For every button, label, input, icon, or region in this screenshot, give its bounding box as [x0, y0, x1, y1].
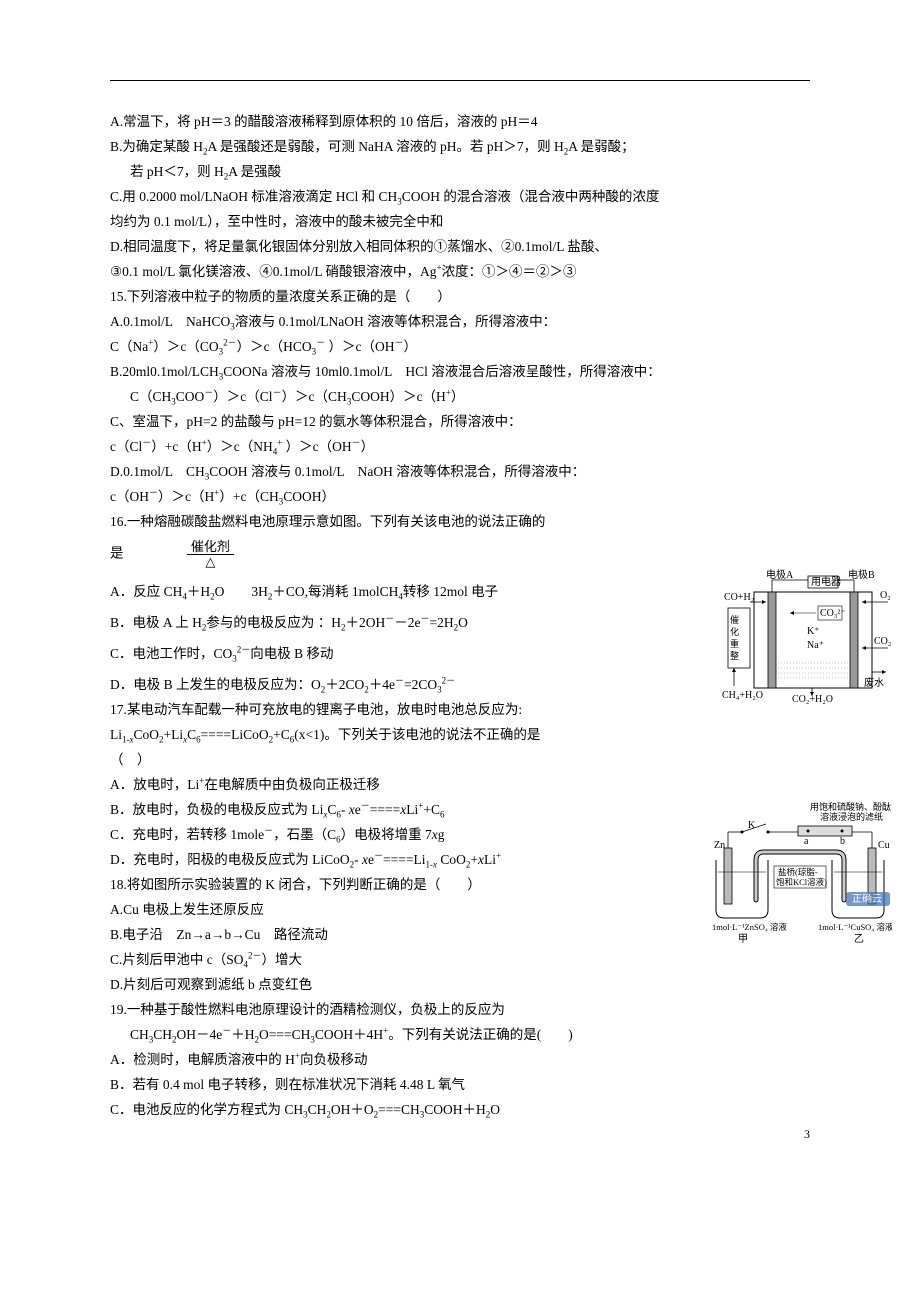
text-line: C（CH3COO－）＞c（Cl－）＞c（CH3COOH）＞c（H+）	[110, 384, 810, 409]
label-bottom: CO₂+H₂O	[792, 694, 833, 705]
electrolysis-diagram: 用饱和硫酸钠、酚酞 溶液浸泡的滤纸 K a b Zn Cu 盐桥(琼脂- 饱和K…	[712, 800, 892, 950]
q15: 15.下列溶液中粒子的物质的量浓度关系正确的是（ ）	[110, 284, 810, 309]
watermark-logo: 正确云	[846, 892, 890, 906]
text-line: B．电极 A 上 H2参与的电极反应为 ：H2＋2OH－－2e－=2H2O	[110, 610, 810, 635]
label-electrode-b: 电极B	[848, 568, 875, 581]
text-line: B．若有 0.4 mol 电子转移，则在标准状况下消耗 4.48 L 氧气	[110, 1072, 810, 1097]
q17: 17.某电动汽车配载一种可充放电的锂离子电池，放电时电池总反应为:	[110, 697, 810, 722]
catalyst-bot: △	[187, 555, 234, 569]
text-line: Li1-xCoO2+LixC6====LiCoO2+C6(x<1)。下列关于该电…	[110, 722, 810, 747]
text-line: 是 催化剂 △	[110, 540, 810, 569]
text-line: ③0.1 mol/L 氯化镁溶液、④0.1mol/L 硝酸银溶液中，Ag+浓度：…	[110, 259, 810, 284]
label-zn: Zn	[714, 840, 725, 851]
label-co2: CO₂	[874, 636, 891, 647]
text-line: C.用 0.2000 mol/LNaOH 标准溶液滴定 HCl 和 CH3COO…	[110, 184, 810, 209]
label-na: Na⁺	[807, 640, 824, 651]
text-line: C.片刻后甲池中 c（SO42－）增大	[110, 947, 810, 972]
text-line: B.为确定某酸 H2A 是强酸还是弱酸，可测 NaHA 溶液的 pH。若 pH＞…	[110, 134, 810, 159]
shi: 是	[110, 546, 124, 561]
text-line: D.0.1mol/L CH3COOH 溶液与 0.1mol/L NaOH 溶液等…	[110, 459, 810, 484]
label-ch4: CH₄+H₂O	[722, 690, 763, 701]
svg-text:盐桥(琼脂-: 盐桥(琼脂-	[778, 867, 818, 877]
q16: 16.一种熔融碳酸盐燃料电池原理示意如图。下列有关该电池的说法正确的	[110, 509, 810, 534]
text-line: C．电池工作时，CO32－向电极 B 移动	[110, 641, 810, 666]
text-line: D.片刻后可观察到滤纸 b 点变红色	[110, 972, 810, 997]
text-line: B.电子沿 Zn→a→b→Cu 路径流动	[110, 922, 810, 947]
label-coh2: CO+H₂	[724, 592, 754, 603]
q18: 18.将如图所示实验装置的 K 闭合，下列判断正确的是（ ）	[110, 872, 810, 897]
text-line: A．检测时，电解质溶液中的 H+向负极移动	[110, 1047, 810, 1072]
text-line: A．放电时，Li+在电解质中由负极向正极迁移	[110, 772, 810, 797]
text-line: B．放电时，负极的电极反应式为 LixC6- xe－====xLi++C6	[110, 797, 810, 822]
catalyst-top: 催化剂	[187, 540, 234, 555]
document-page: A.常温下，将 pH＝3 的醋酸溶液稀释到原体积的 10 倍后，溶液的 pH＝4…	[0, 0, 920, 1162]
label-jia: 甲	[738, 934, 748, 945]
label-electrode-a: 电极A	[766, 568, 794, 581]
text-line: C．电池反应的化学方程式为 CH3CH2OH＋O2===CH3COOH＋H2O	[110, 1097, 810, 1122]
page-number: 3	[804, 1127, 810, 1142]
label-k: K⁺	[807, 626, 820, 637]
label-filter-paper: 用饱和硫酸钠、酚酞	[810, 801, 891, 812]
text-line: CH3CH2OH－4e－＋H2O===CH3COOH＋4H+。下列有关说法正确的…	[110, 1022, 810, 1047]
label-yi: 乙	[854, 933, 864, 945]
label-appliance: 用电器	[811, 575, 841, 588]
text-line: C．充电时，若转移 1mole－，石墨（C6）电极将增重 7xg	[110, 822, 810, 847]
text-line: C、室温下，pH=2 的盐酸与 pH=12 的氨水等体积混合，所得溶液中：	[110, 409, 810, 434]
text-line: A.常温下，将 pH＝3 的醋酸溶液稀释到原体积的 10 倍后，溶液的 pH＝4	[110, 109, 810, 134]
label-a: a	[804, 836, 809, 847]
fuel-cell-diagram: 电极A 电极B 用电器 催 化 重 整 CO+H₂ O₂ CO₂ CO₃²⁻	[722, 568, 892, 718]
label-reformer: 催	[730, 614, 739, 625]
top-rule	[110, 80, 810, 81]
svg-text:重: 重	[730, 638, 739, 649]
watermark-text: 正确云	[852, 892, 882, 905]
text-line: A.0.1mol/L NaHCO3溶液与 0.1mol/LNaOH 溶液等体积混…	[110, 309, 810, 334]
catalyst-frac: 催化剂 △	[187, 540, 234, 569]
text-line: c（Cl－）+c（H+）＞c（NH4+ ）＞c（OH－）	[110, 434, 810, 459]
text-line: 若 pH＜7，则 H2A 是强酸	[110, 159, 810, 184]
text-line: （ ）	[110, 747, 810, 772]
label-cuso4: 1mol·L⁻¹CuSO₄ 溶液	[818, 922, 892, 932]
text-line: D.相同温度下，将足量氯化银固体分别放入相同体积的①蒸馏水、②0.1mol/L …	[110, 234, 810, 259]
text-line: 均约为 0.1 mol/L），至中性时，溶液中的酸未被完全中和	[110, 209, 810, 234]
label-o2: O₂	[880, 590, 891, 601]
svg-text:整: 整	[730, 650, 739, 661]
text-line: D．电极 B 上发生的电极反应为：O2＋2CO2＋4e－=2CO32－	[110, 672, 810, 697]
label-cu: Cu	[878, 840, 890, 851]
svg-text:化: 化	[730, 626, 739, 637]
label-waste: 废水	[864, 676, 884, 689]
svg-text:饱和KCl溶液): 饱和KCl溶液)	[776, 877, 827, 887]
label-znso4: 1mol·L⁻¹ZnSO₄ 溶液	[712, 922, 787, 932]
text-line: B.20ml0.1mol/LCH3COONa 溶液与 10ml0.1mol/L …	[110, 359, 810, 384]
text-line: A.Cu 电极上发生还原反应	[110, 897, 810, 922]
text-line: c（OH－）＞c（H+）+c（CH3COOH）	[110, 484, 810, 509]
text-line: A．反应 CH4＋H2O 3H2＋CO,每消耗 1molCH4转移 12mol …	[110, 579, 810, 604]
label-co32: CO₃²⁻	[820, 608, 846, 619]
q19: 19.一种基于酸性燃料电池原理设计的酒精检测仪，负极上的反应为	[110, 997, 810, 1022]
text-line: D．充电时，阳极的电极反应式为 LiCoO2- xe－====Li1-x CoO…	[110, 847, 810, 872]
svg-text:溶液浸泡的滤纸: 溶液浸泡的滤纸	[820, 811, 883, 822]
text-line: C（Na+）＞c（CO32－）＞c（HCO3－ ）＞c（OH－）	[110, 334, 810, 359]
label-b: b	[840, 836, 845, 847]
